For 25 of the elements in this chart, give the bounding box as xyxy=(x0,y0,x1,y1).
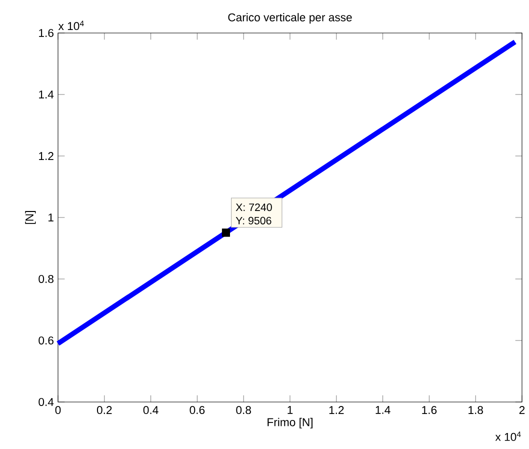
x-tick-label: 1.6 xyxy=(422,406,437,414)
annotation: Y: 9506 xyxy=(236,216,272,224)
x-tick-label: 1.2 xyxy=(329,406,344,414)
y-tick-label: 0.4 xyxy=(38,398,54,406)
x-tick-label: 1.8 xyxy=(468,406,483,414)
text: x 10$^{4}$ xyxy=(58,20,84,30)
y-axis-title: [N] xyxy=(25,211,36,224)
y-tick-label: 0.8 xyxy=(38,274,54,283)
text: x 10$^{4}$ xyxy=(495,432,521,441)
chart-title: Carico verticale per asse xyxy=(228,13,352,24)
x-tick-label: 0.8 xyxy=(236,406,251,414)
x-tick-label: 0.4 xyxy=(143,406,158,414)
y-tick-label: 0.6 xyxy=(38,336,54,344)
x-tick-label: 0 xyxy=(55,406,61,414)
x-tick-label: 1.4 xyxy=(376,406,390,414)
y-tick-label: 1.4 xyxy=(39,90,54,98)
x-tick-label: 1 xyxy=(288,406,293,414)
x-tick-label: 0.2 xyxy=(96,406,112,414)
x-tick-label: 2 xyxy=(519,406,525,414)
y-tick-label: 1.6 xyxy=(39,28,54,37)
y-tick-label: 1 xyxy=(48,214,54,222)
y-tick-label: 1.2 xyxy=(39,152,54,160)
annotation: X: 7240 xyxy=(236,204,272,212)
x-tick-label: 0.6 xyxy=(190,406,205,414)
x-axis-title: Frimo [N] xyxy=(268,418,312,428)
